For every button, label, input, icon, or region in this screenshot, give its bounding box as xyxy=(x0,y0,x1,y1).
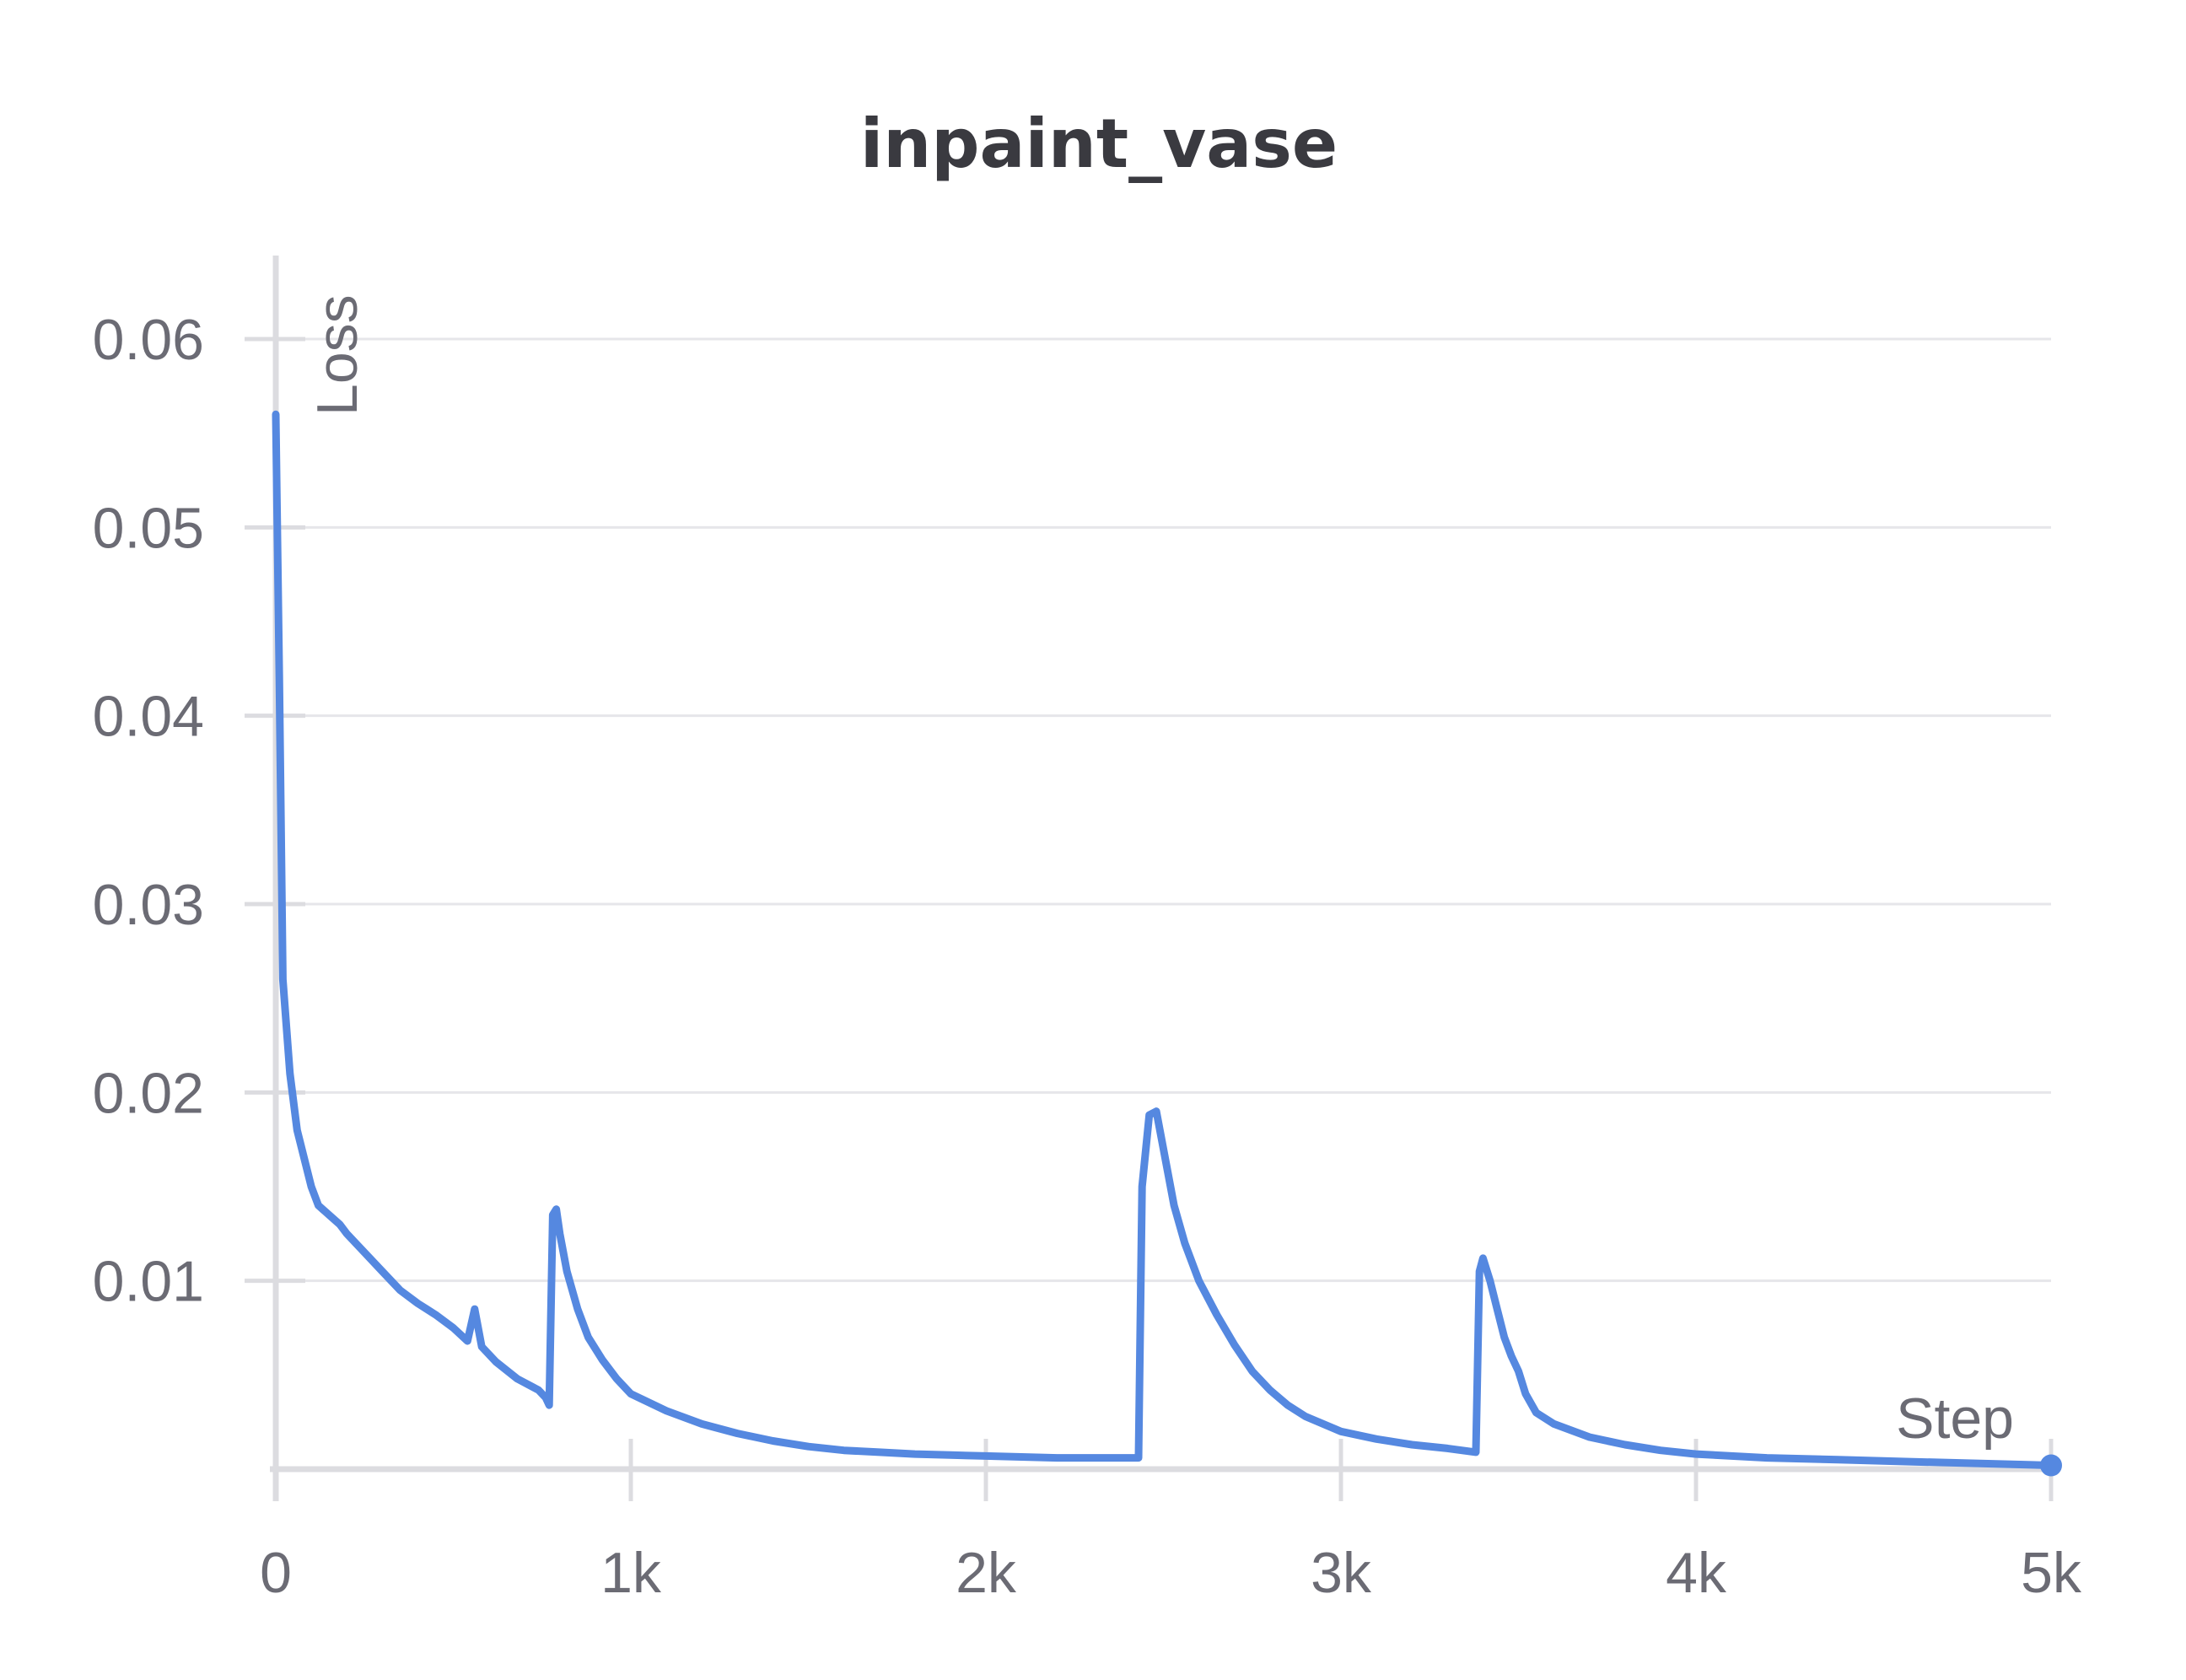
series-layer xyxy=(272,410,2062,1477)
y-tick-label: 0.04 xyxy=(93,685,204,749)
chart-title: inpaint_vase xyxy=(860,105,1338,183)
x-ticks: 0 1k 2k 3k 4k 5k xyxy=(260,1439,2082,1605)
y-axis-label: Loss xyxy=(305,294,369,416)
x-tick-label: 3k xyxy=(1311,1541,1372,1605)
loss-series-line xyxy=(272,410,2055,1469)
series-end-marker xyxy=(2040,1454,2062,1477)
x-tick-label: 5k xyxy=(2021,1541,2082,1605)
x-tick-label: 0 xyxy=(260,1541,292,1605)
y-ticks: 0.01 0.02 0.03 0.04 0.05 0.06 xyxy=(93,308,305,1314)
x-tick-label: 4k xyxy=(1666,1541,1727,1605)
y-tick-label: 0.02 xyxy=(93,1061,204,1125)
y-tick-label: 0.03 xyxy=(93,873,204,937)
y-tick-label: 0.01 xyxy=(93,1250,204,1314)
gridlines xyxy=(276,337,2051,1283)
x-tick-label: 1k xyxy=(600,1541,662,1605)
axes xyxy=(270,256,2051,1501)
y-tick-label: 0.06 xyxy=(93,308,204,372)
x-axis-label: Step xyxy=(1896,1387,2014,1451)
x-tick-label: 2k xyxy=(956,1541,1017,1605)
y-tick-label: 0.05 xyxy=(93,496,204,560)
